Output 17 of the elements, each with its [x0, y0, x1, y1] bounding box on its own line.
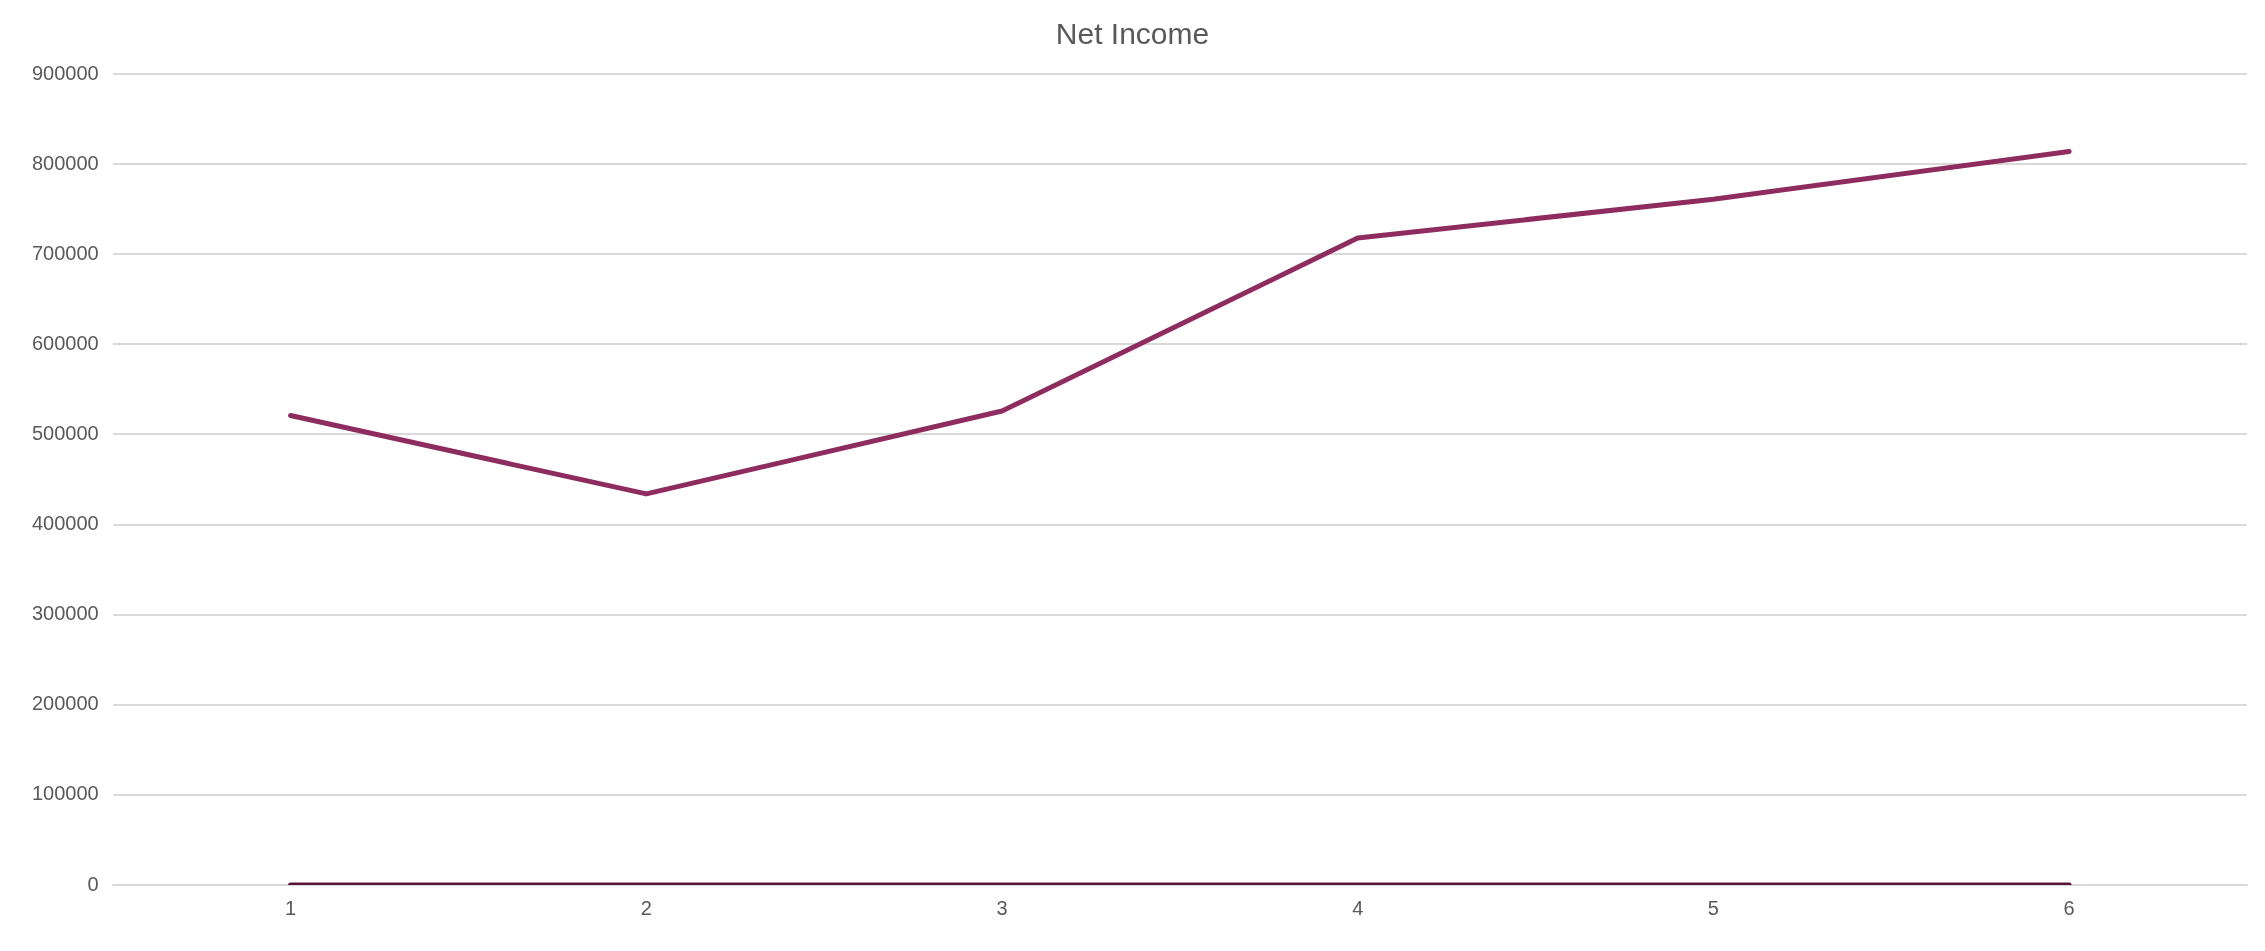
y-tick-label: 0 — [87, 872, 99, 895]
y-tick-label: 500000 — [31, 421, 99, 444]
x-tick-label: 1 — [285, 896, 297, 919]
x-tick-label: 5 — [1707, 896, 1719, 919]
y-tick-label: 700000 — [31, 241, 99, 264]
y-tick-label: 100000 — [31, 782, 99, 805]
x-tick-label: 4 — [1352, 896, 1364, 919]
x-tick-label: 3 — [996, 896, 1008, 919]
y-tick-label: 600000 — [31, 331, 99, 354]
y-tick-label: 200000 — [31, 692, 99, 715]
x-tick-label: 6 — [2063, 896, 2075, 919]
y-tick-label: 900000 — [31, 61, 99, 84]
x-tick-label: 2 — [640, 896, 652, 919]
y-tick-label: 400000 — [31, 512, 99, 535]
y-tick-label: 800000 — [31, 151, 99, 174]
y-tick-label: 300000 — [31, 602, 99, 625]
chart-title: Net Income — [1055, 17, 1210, 51]
